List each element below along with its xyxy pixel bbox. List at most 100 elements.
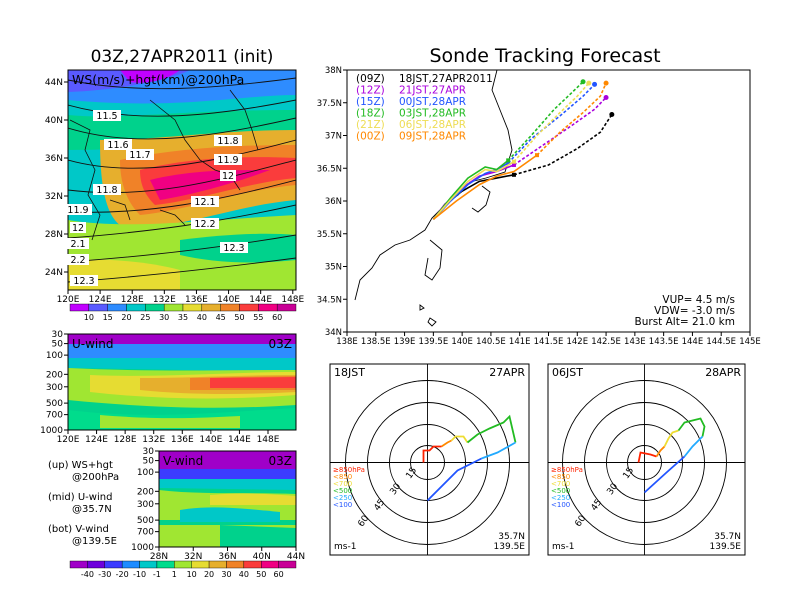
hodograph-time: 18JST	[334, 366, 365, 379]
contour-label: 12.3	[73, 276, 94, 287]
level-legend: <250	[551, 494, 570, 502]
level-legend: <700	[333, 480, 352, 488]
burst-point	[506, 161, 511, 166]
pressure-label: 50	[52, 340, 64, 350]
v-wind-label: V-wind	[163, 454, 203, 468]
colorbar-swatch	[208, 560, 227, 569]
contour-label: 12.3	[223, 243, 244, 254]
ws-lon-label: 136E	[185, 295, 208, 305]
contour-label: 2.2	[70, 255, 85, 266]
track-y-label: 38N	[325, 66, 342, 76]
pressure-label: 1000	[131, 543, 154, 553]
track-legend-valid: 09JST,28APR	[399, 131, 466, 143]
colorbar-label: 50	[234, 313, 244, 322]
track-x-label: 144E	[682, 337, 704, 347]
colorbar-swatch	[145, 303, 165, 312]
level-legend: ≥850hPa	[333, 466, 365, 474]
contour-label-bg	[67, 238, 89, 249]
colorbar-swatch	[220, 303, 240, 312]
contour-label: 11.8	[217, 136, 238, 147]
track-legend-run: (15Z)	[356, 96, 385, 108]
hodograph-segment	[441, 439, 452, 448]
colorbar-label: -20	[116, 570, 129, 579]
track-y-label: 34N	[325, 328, 342, 338]
pressure-label: 200	[137, 487, 154, 497]
left-title: 03Z,27APR2011 (init)	[91, 47, 274, 67]
colorbar-swatch	[278, 560, 297, 569]
colorbar-label: 15	[103, 313, 113, 322]
track-line-descent	[536, 82, 607, 156]
colorbar-label: 60	[274, 570, 284, 579]
contour-label-bg	[70, 222, 86, 233]
contour-label: 11.9	[67, 205, 88, 216]
track-map-panel: 138E 138.5E 139E 139.5E 140E 140.5E 141E 141.5E…	[317, 66, 761, 347]
colorbar-swatch	[201, 303, 221, 312]
colorbar-label: -30	[98, 570, 111, 579]
track-line-descent	[507, 81, 584, 161]
ws-lon-label: 124E	[89, 295, 112, 305]
legend-mid2: @35.7N	[72, 504, 112, 515]
ws-lat-label: 32N	[45, 192, 63, 202]
contour-label: 11.5	[96, 111, 117, 122]
pressure-label: 1000	[40, 426, 63, 436]
colorbar-swatch	[191, 560, 210, 569]
contour-label-bg	[93, 184, 121, 195]
hodograph-lat: 35.7N	[714, 532, 741, 542]
colorbar-swatch	[258, 303, 278, 312]
hodograph-segment	[450, 435, 469, 443]
burst-point	[534, 153, 539, 158]
colorbar-label: 55	[253, 313, 263, 322]
pressure-label: 30	[143, 447, 155, 457]
contour-label: 12.1	[194, 197, 215, 208]
param-vup: VUP= 4.5 m/s	[662, 294, 735, 306]
track-y-label: 36.5N	[317, 164, 342, 174]
hodograph-segment	[683, 435, 704, 458]
colorbar-swatch	[107, 303, 127, 312]
ws-lat-label: 24N	[45, 268, 63, 278]
colorbar-label: 60	[272, 313, 282, 322]
colorbar-label: 1	[172, 570, 177, 579]
legend-up: (up) WS+hgt	[48, 460, 113, 471]
colorbar-swatch	[126, 303, 146, 312]
ws-colorbar: 10 15 20 25 30 35 40 45 50 55 60	[69, 303, 297, 322]
hodograph-units: ms-1	[334, 542, 356, 552]
ws-lon-label: 144E	[249, 295, 272, 305]
track-y-label: 37N	[325, 132, 342, 142]
x-label: 144E	[228, 435, 251, 445]
colorbar-swatch	[88, 303, 108, 312]
level-legend: <500	[551, 487, 570, 495]
track-x-label: 144.5E	[706, 337, 736, 347]
landing-point	[603, 80, 609, 86]
contour-label: 12.2	[194, 219, 215, 230]
track-x-label: 145E	[739, 337, 761, 347]
contour-label: 12	[72, 223, 84, 234]
legend-bot2: @139.5E	[72, 536, 117, 547]
legend-bot: (bot) V-wind	[48, 524, 109, 535]
contour-label: 11.9	[217, 155, 238, 166]
colorbar-swatch	[104, 560, 123, 569]
colorbar-label: 10	[84, 313, 94, 322]
v-wind-time: 03Z	[269, 454, 293, 468]
hodograph-segment	[422, 445, 442, 463]
hodograph-segment	[466, 414, 517, 444]
burst-point	[511, 172, 516, 177]
x-label: 140E	[199, 435, 222, 445]
colorbar-swatch	[174, 560, 192, 569]
track-legend-valid: 21JST,27APR	[399, 85, 466, 97]
level-legend: <250	[333, 494, 352, 502]
level-legend: <100	[333, 501, 352, 509]
contour-label-bg	[70, 275, 98, 286]
track-x-label: 140E	[451, 337, 473, 347]
x-label: 132E	[142, 435, 165, 445]
colorbar-swatch	[69, 560, 88, 569]
track-x-label: 138E	[336, 337, 358, 347]
colorbar-label: 25	[140, 313, 150, 322]
hodograph-units: ms-1	[552, 542, 574, 552]
contour-label-bg	[220, 170, 236, 181]
hodograph-time: 06JST	[552, 366, 583, 379]
contour-label-bg	[214, 135, 242, 146]
ws-lon-label: 132E	[153, 295, 176, 305]
colorbar-swatch	[121, 560, 140, 569]
pressure-label: 500	[137, 516, 154, 526]
